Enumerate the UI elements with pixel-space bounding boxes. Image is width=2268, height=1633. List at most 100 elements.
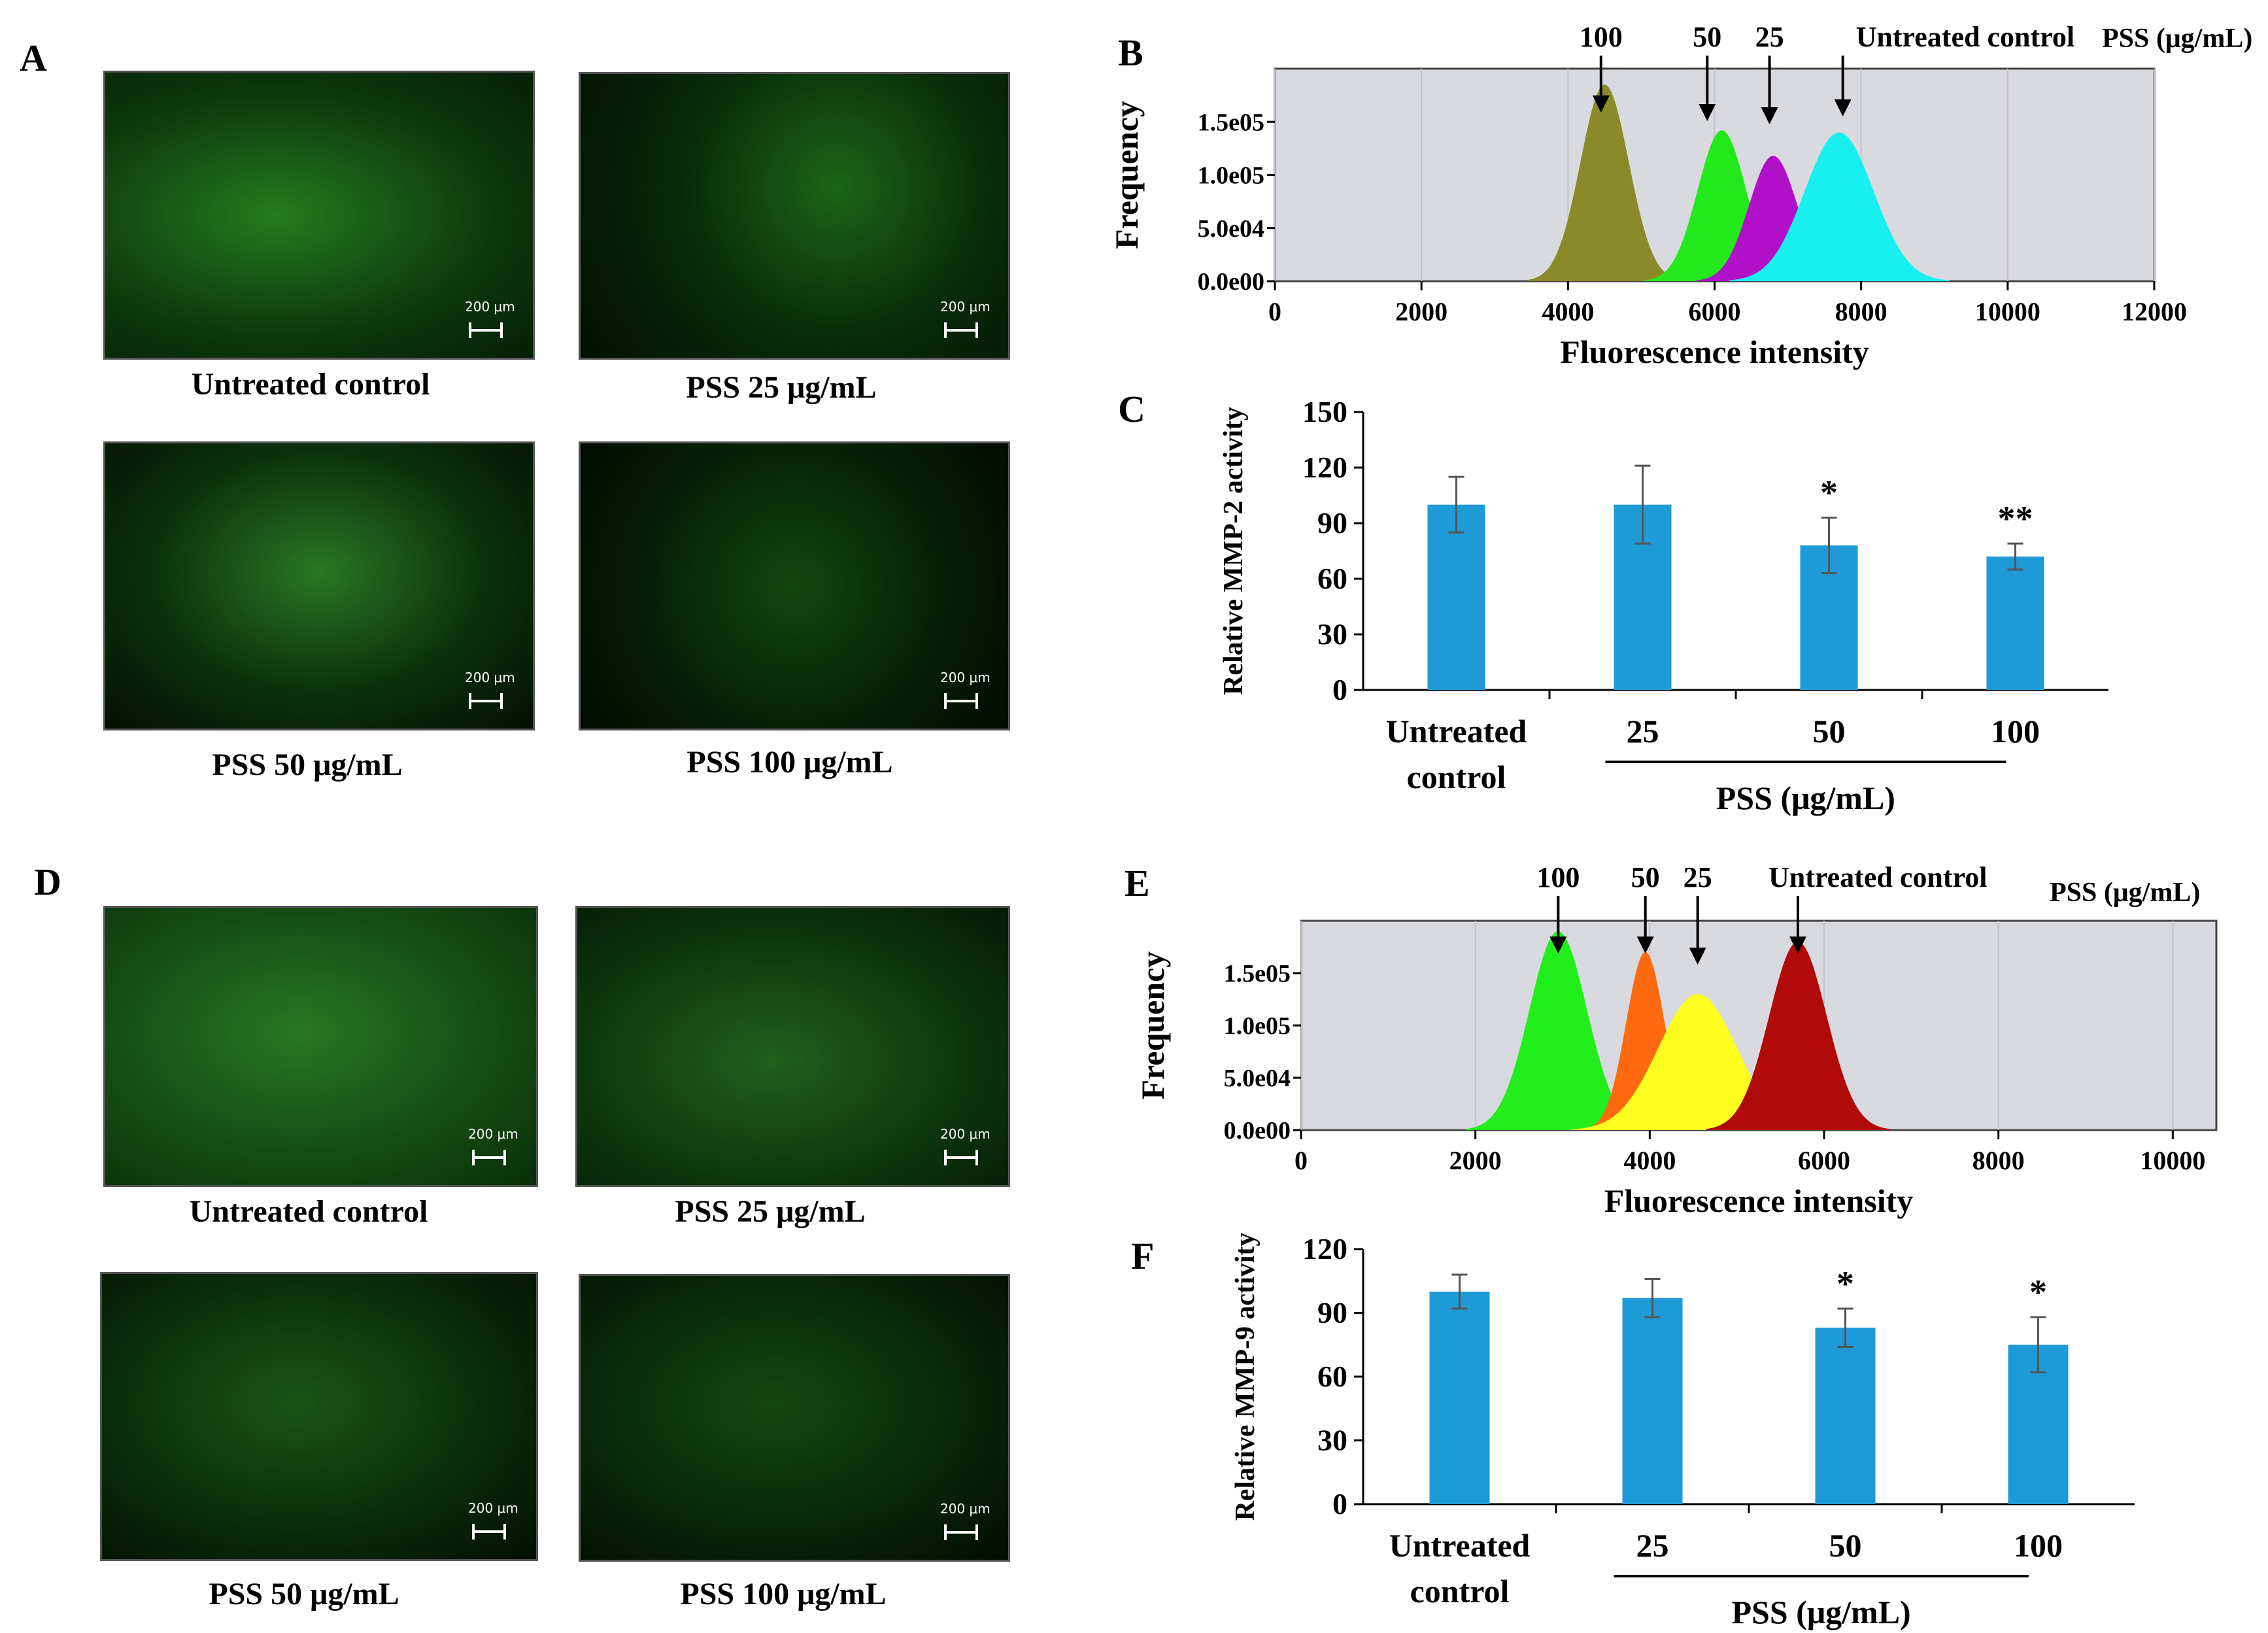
category-label: Untreated: [1389, 1527, 1531, 1564]
caption-a-pss100: PSS 100 μg/mL: [686, 745, 893, 780]
arrow-icon: [1789, 937, 1806, 954]
x-tick-label: 2000: [1395, 297, 1447, 326]
x-axis-label: Fluorescence intensity: [1604, 1182, 1914, 1219]
x-tick-label: 8000: [1835, 297, 1887, 326]
bar: [1429, 1292, 1490, 1504]
x-tick-label: 0: [1268, 297, 1281, 326]
significance-marker: **: [1998, 499, 2033, 538]
x-tick-label: 10000: [1975, 297, 2040, 326]
series-label: 50: [1693, 21, 1721, 53]
caption-a-pss50: PSS 50 μg/mL: [212, 748, 403, 782]
category-label: 50: [1829, 1527, 1862, 1564]
scale-bar: 200 μm: [940, 1126, 990, 1165]
panel-letter-a: A: [20, 37, 47, 79]
arrow-icon: [1699, 104, 1716, 121]
y-tick-label: 120: [1302, 451, 1347, 484]
y-tick-label: 0.0e00: [1198, 268, 1264, 296]
caption-a-untreated: Untreated control: [191, 367, 430, 402]
category-label: 25: [1636, 1527, 1669, 1564]
y-axis-label: Frequency: [1108, 101, 1145, 249]
y-tick-label: 30: [1317, 1424, 1347, 1457]
category-label: 100: [2014, 1527, 2063, 1564]
micrograph-a-pss50: 200 μm: [103, 441, 535, 731]
histogram-series-0: [1527, 84, 1682, 281]
y-axis-label: Frequency: [1134, 952, 1171, 1100]
scale-bar: 200 μm: [465, 299, 515, 338]
x-tick-label: 0: [1295, 1146, 1308, 1175]
histogram-series-0: [1466, 931, 1651, 1130]
series-label: 50: [1631, 861, 1660, 893]
x-tick-label: 6000: [1798, 1146, 1850, 1175]
arrow-icon: [1549, 937, 1567, 954]
series-label: 25: [1755, 21, 1784, 53]
scale-bar: 200 μm: [940, 670, 990, 709]
y-tick-label: 120: [1302, 1232, 1347, 1265]
histogram-chart-e: E 0 2000 4000 6000 8000 10000 0.0e00 5.0e04 1.0e0…: [1125, 861, 2218, 1219]
series-label: 25: [1684, 861, 1712, 893]
micrograph-d-untreated: 200 μm: [103, 906, 538, 1187]
y-axis-label: Relative MMP-2 activity: [1219, 407, 1249, 695]
arrow-icon: [1834, 99, 1852, 116]
scale-bar: 200 μm: [940, 299, 990, 338]
y-axis-label: Relative MMP-9 activity: [1230, 1233, 1261, 1521]
scale-bar: 200 μm: [468, 1500, 518, 1539]
series-label: 100: [1580, 21, 1623, 53]
micrograph-d-pss50: 200 μm: [100, 1272, 538, 1561]
bar: [1622, 1298, 1683, 1504]
category-label: control: [1410, 1573, 1510, 1609]
histogram-chart-b: B 0 2000 4000 6000 8000 10000 12000 0.0e00 5.0e04…: [1108, 21, 2252, 370]
y-tick-label: 60: [1317, 562, 1347, 595]
series-label: Untreated control: [1856, 21, 2074, 53]
y-tick-label: 1.0e05: [1198, 162, 1264, 190]
micrograph-d-pss100: 200 μm: [579, 1274, 1010, 1562]
group-label: PSS (μg/mL): [1732, 1594, 1911, 1630]
series-label: 100: [1536, 861, 1580, 893]
category-label: 50: [1813, 713, 1846, 749]
x-tick-label: 6000: [1689, 297, 1741, 326]
micrograph-a-pss100: 200 μm: [579, 441, 1010, 731]
bar-chart-c: C 0 30 60 90 120 150 Relative MMP-2 activity Unt…: [1118, 388, 2108, 816]
x-tick-label: 12000: [2122, 297, 2187, 326]
y-tick-label: 0: [1332, 1487, 1347, 1521]
panel-letter: C: [1118, 388, 1145, 430]
micrograph-d-pss25: 200 μm: [575, 906, 1010, 1187]
x-tick-label: 2000: [1449, 1146, 1502, 1175]
group-label: PSS (μg/mL): [1716, 780, 1895, 816]
arrow-icon: [1761, 107, 1778, 124]
micrograph-a-pss25: 200 μm: [579, 72, 1010, 360]
x-tick-label: 4000: [1542, 297, 1594, 326]
histogram-series-3: [1729, 132, 1950, 281]
x-axis-label: Fluorescence intensity: [1560, 334, 1869, 370]
y-tick-label: 90: [1317, 1296, 1347, 1330]
bar: [1815, 1328, 1876, 1504]
scale-bar: 200 μm: [468, 1126, 518, 1165]
y-tick-label: 90: [1317, 506, 1347, 540]
x-tick-label: 4000: [1623, 1146, 1676, 1175]
x-tick-label: 10000: [2140, 1146, 2205, 1175]
caption-d-pss25: PSS 25 μg/mL: [675, 1194, 866, 1229]
category-label: Untreated: [1386, 713, 1527, 749]
caption-d-pss50: PSS 50 μg/mL: [209, 1577, 399, 1611]
y-tick-label: 1.5e05: [1198, 109, 1264, 136]
scale-bar: 200 μm: [465, 670, 515, 709]
arrow-icon: [1636, 937, 1654, 954]
panel-letter: F: [1131, 1235, 1154, 1277]
y-tick-label: 1.5e05: [1224, 960, 1291, 988]
bar-chart-f: F 0 30 60 90 120 Relative MMP-9 activity Untrea…: [1131, 1232, 2135, 1630]
arrow-icon: [1592, 95, 1610, 112]
y-tick-label: 1.0e05: [1224, 1012, 1291, 1040]
panel-letter-d: D: [34, 861, 61, 903]
bar: [1986, 557, 2044, 690]
category-label: 100: [1991, 713, 2040, 749]
caption-d-untreated: Untreated control: [189, 1194, 428, 1229]
y-tick-label: 150: [1302, 395, 1347, 428]
y-tick-label: 5.0e04: [1224, 1065, 1291, 1092]
legend-title: PSS (μg/mL): [2050, 878, 2200, 908]
arrow-icon: [1689, 948, 1706, 965]
y-tick-label: 0.0e00: [1224, 1117, 1291, 1144]
y-tick-label: 0: [1332, 673, 1347, 706]
y-tick-label: 60: [1317, 1360, 1347, 1393]
significance-marker: *: [1836, 1264, 1854, 1303]
y-tick-label: 30: [1317, 617, 1347, 651]
caption-a-pss25: PSS 25 μg/mL: [686, 370, 877, 405]
